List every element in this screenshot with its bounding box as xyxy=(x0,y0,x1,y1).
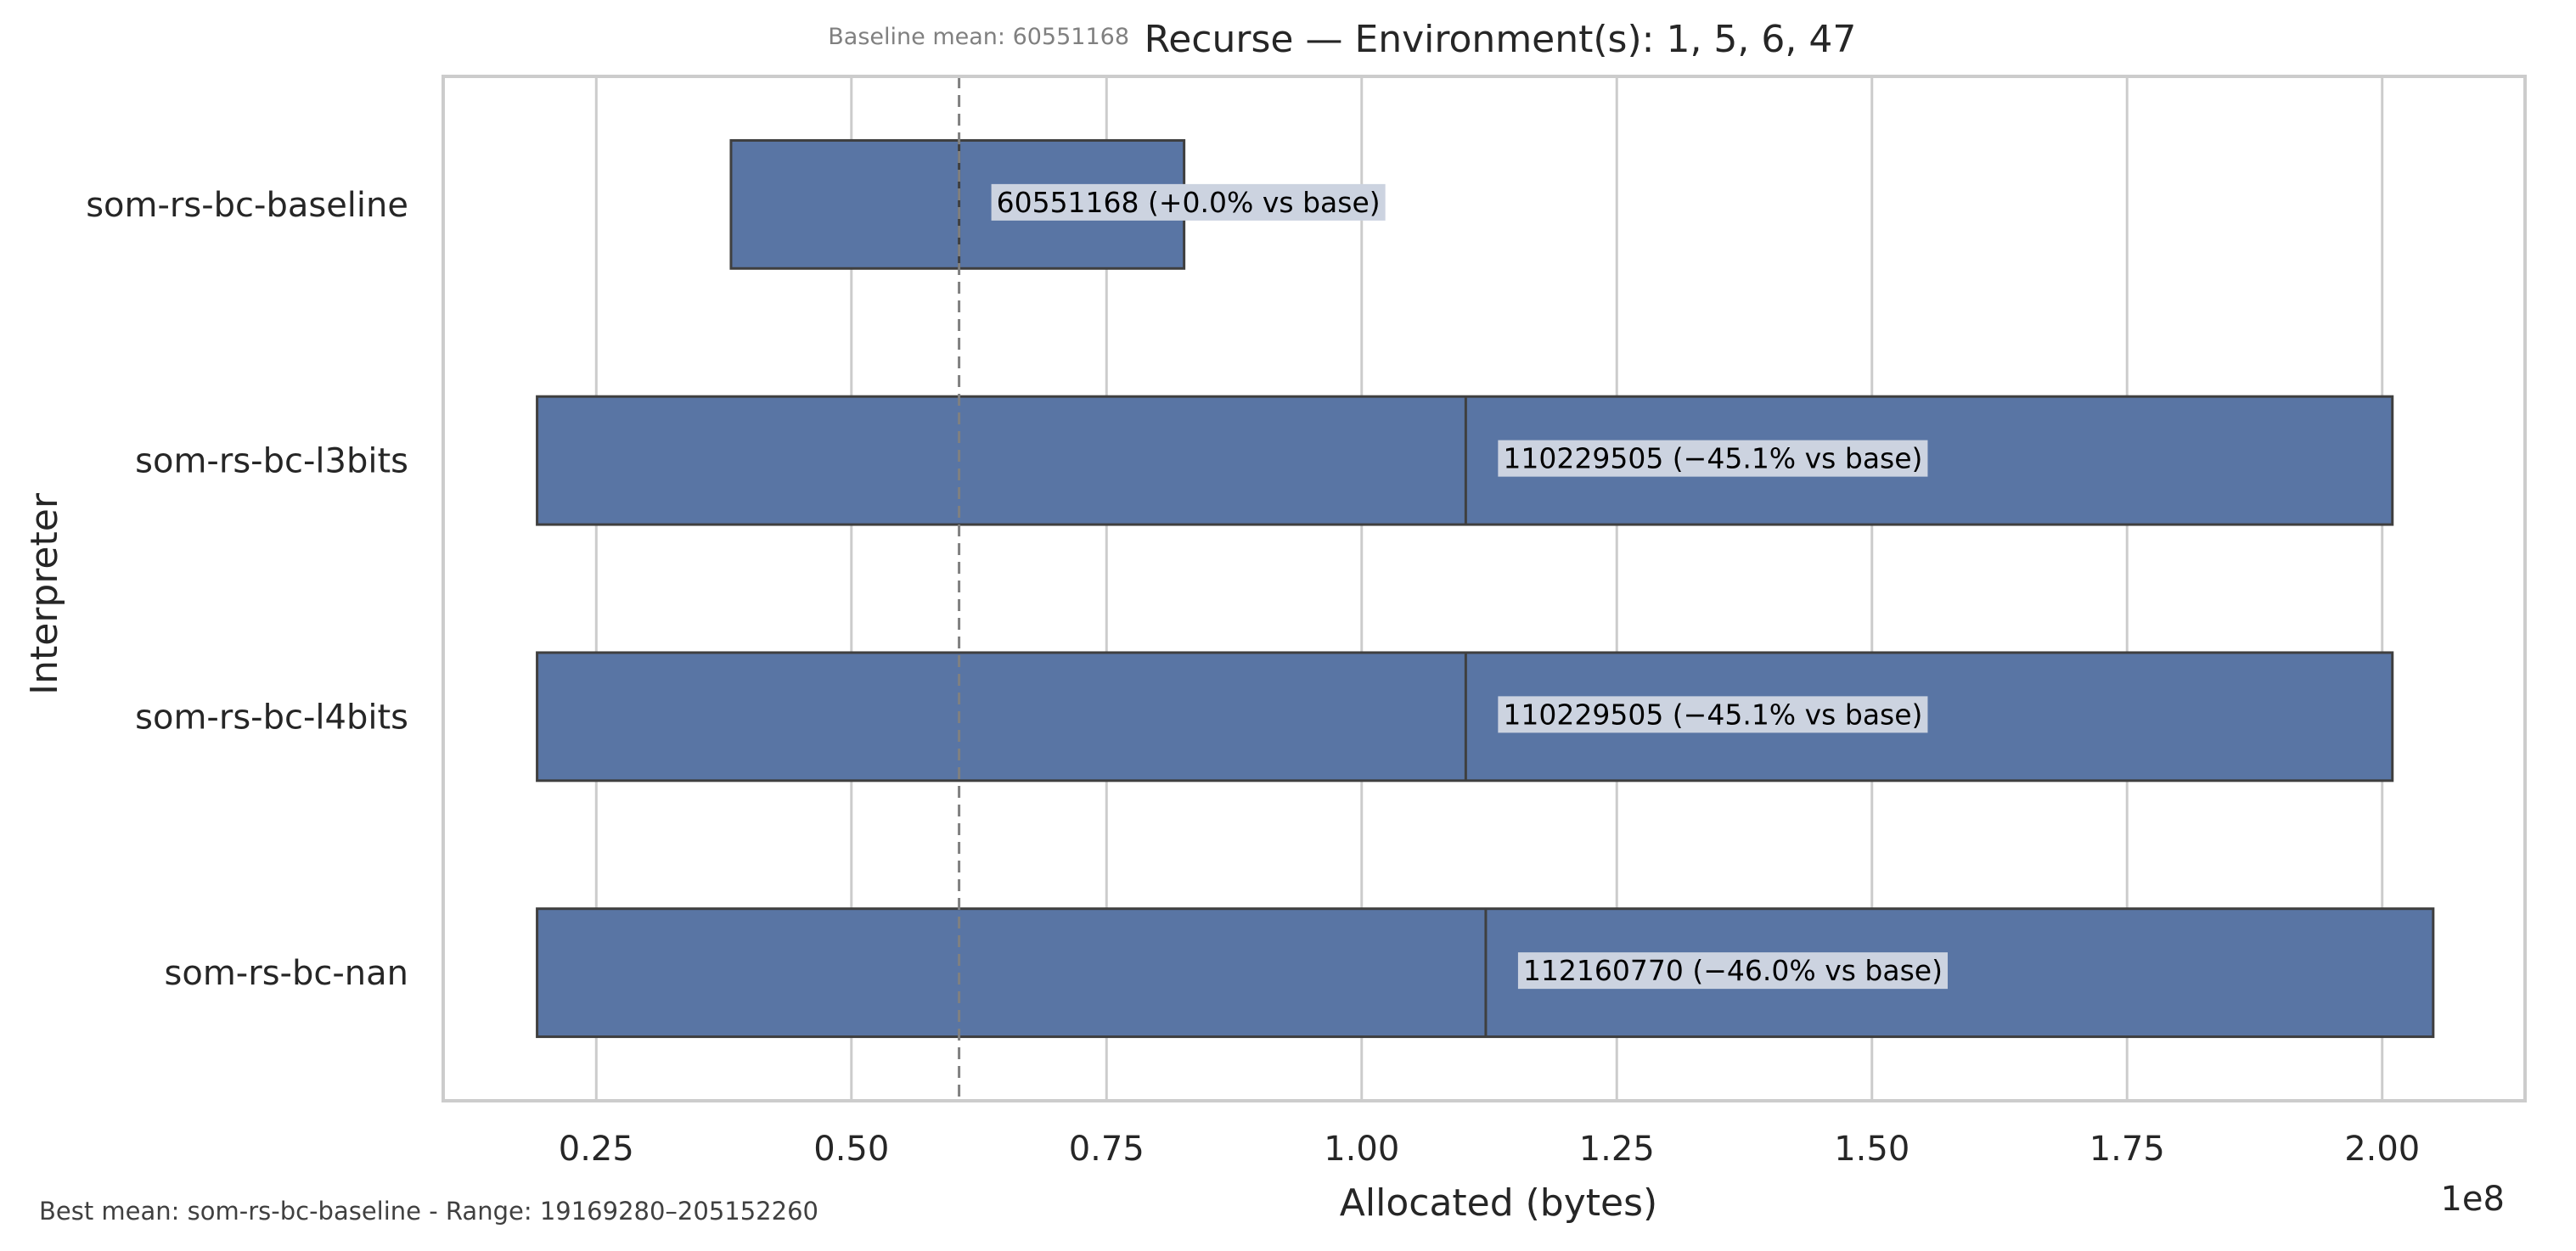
x-tick-label: 0.50 xyxy=(813,1130,889,1169)
axes: 0.25 0.50 0.75 1.00 1.25 1.50 1.75 2.00 som-rs-b… xyxy=(86,186,2420,1169)
footnote: Best mean: som-rs-bc-baseline - Range: 1… xyxy=(39,1197,818,1226)
x-axis-label: Allocated (bytes) xyxy=(1340,1181,1657,1225)
y-tick-label: som-rs-bc-l3bits xyxy=(135,442,408,481)
value-label: 110229505 (−45.1% vs base) xyxy=(1503,698,1922,731)
y-axis-label: Interpreter xyxy=(23,492,66,695)
x-tick-label: 2.00 xyxy=(2344,1130,2420,1169)
value-labels: 60551168 (+0.0% vs base) 110229505 (−45.1… xyxy=(991,183,1948,990)
baseline-mean-label: Baseline mean: 60551168 xyxy=(828,24,1129,50)
x-offset-label: 1e8 xyxy=(2440,1180,2505,1219)
chart-title: Recurse — Environment(s): 1, 5, 6, 47 xyxy=(1145,18,1857,61)
x-tick-label: 1.50 xyxy=(1834,1130,1910,1169)
value-label: 60551168 (+0.0% vs base) xyxy=(997,186,1381,219)
plot-frame xyxy=(442,75,2527,1102)
x-tick-label: 1.00 xyxy=(1324,1130,1399,1169)
x-tick-label: 1.75 xyxy=(2089,1130,2165,1169)
y-tick-label: som-rs-bc-l4bits xyxy=(135,698,408,737)
box-series xyxy=(536,138,2435,1039)
x-tick-label: 1.25 xyxy=(1579,1130,1655,1169)
x-tick-label: 0.75 xyxy=(1069,1130,1145,1169)
x-tick-label: 0.25 xyxy=(559,1130,634,1169)
value-label: 112160770 (−46.0% vs base) xyxy=(1523,954,1943,987)
value-label-background xyxy=(1498,696,1928,733)
y-tick-label: som-rs-bc-nan xyxy=(165,954,408,993)
value-label-background xyxy=(991,183,1386,221)
value-label-background xyxy=(1498,440,1928,477)
value-label-background xyxy=(1517,952,1948,990)
value-label: 110229505 (−45.1% vs base) xyxy=(1503,442,1922,475)
y-tick-label: som-rs-bc-baseline xyxy=(86,186,408,225)
